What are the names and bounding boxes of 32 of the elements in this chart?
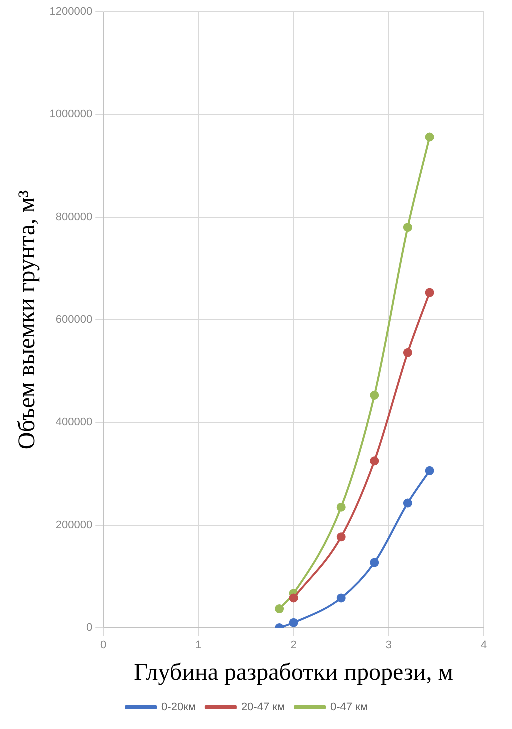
point [336, 532, 346, 542]
y-tick-label: 600000 [56, 314, 93, 326]
y-tick-label: 1000000 [50, 108, 93, 121]
legend-label: 0-20км [162, 702, 196, 714]
point [425, 466, 434, 476]
x-tick-label: 1 [196, 640, 202, 652]
point [403, 348, 412, 358]
point [425, 132, 434, 142]
x-tick-label: 4 [480, 640, 488, 652]
point [370, 558, 380, 568]
point [289, 618, 298, 628]
x-tick-label: 2 [290, 640, 297, 652]
x-tick-label: 3 [386, 640, 392, 652]
y-tick-label: 800000 [56, 211, 93, 224]
point [370, 390, 380, 400]
point [425, 288, 434, 298]
y-tick-label: 400000 [56, 416, 93, 429]
point [336, 594, 346, 603]
point [336, 502, 346, 512]
point [289, 594, 298, 603]
x-tick-label: 0 [100, 640, 107, 652]
point [403, 223, 412, 232]
x-axis-title: Глубина разработки прорези, м [134, 660, 454, 686]
y-tick-label: 0 [86, 622, 93, 634]
legend-label: 20-47 км [241, 702, 286, 714]
point [403, 498, 412, 508]
y-tick-label: 1200000 [50, 6, 93, 18]
y-axis-title: Объем выемки грунта, м³ [14, 190, 41, 450]
legend-label: 0-47 км [330, 702, 368, 714]
y-tick-label: 200000 [56, 519, 93, 532]
point [275, 604, 284, 614]
point [370, 456, 380, 466]
